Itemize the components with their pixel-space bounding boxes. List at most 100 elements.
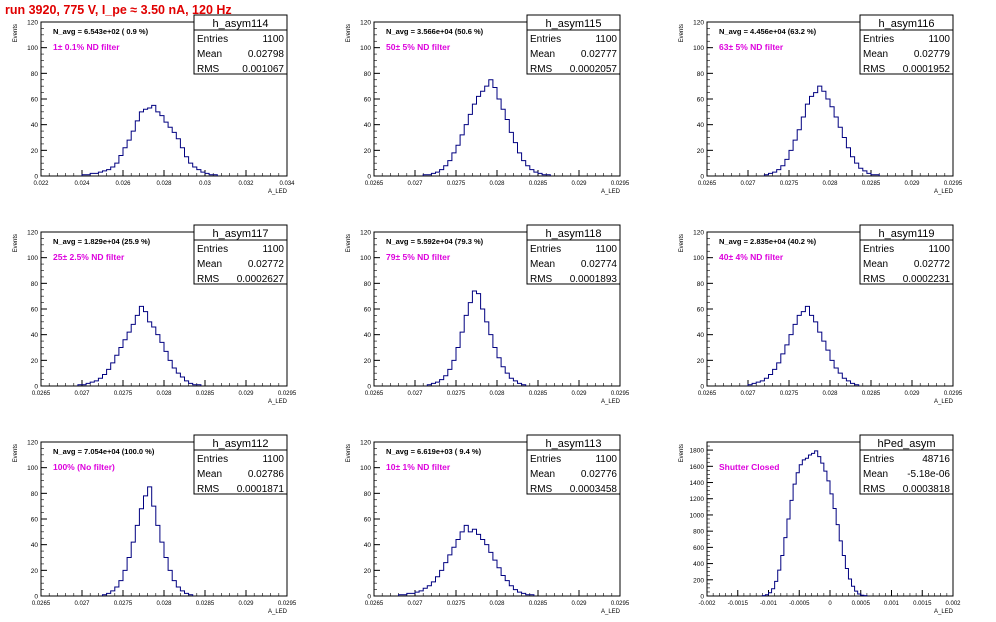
x-tick-label: 0.027 <box>407 181 423 187</box>
histogram-panel: 0 20 40 60 80 100 120 0.022 0.024 0.026 0.028 0.03 0… <box>13 14 295 195</box>
histogram-panel: 0 20 40 60 80 100 120 0.0265 0.027 0.0275 0.028 0.0… <box>346 14 630 195</box>
x-tick-label: 0.027 <box>740 181 756 187</box>
y-tick-label: 1400 <box>690 480 705 487</box>
stats-value: 0.0001952 <box>903 64 951 75</box>
x-tick-label: 0.03 <box>199 181 211 187</box>
y-tick-label: 0 <box>367 384 371 391</box>
x-axis-title: A_LED <box>934 609 954 615</box>
y-tick-label: 600 <box>693 545 704 552</box>
x-tick-label: 0.0285 <box>862 181 881 187</box>
histogram-line <box>763 85 880 176</box>
x-tick-label: 0.026 <box>115 181 131 187</box>
y-tick-label: 0 <box>367 174 371 181</box>
x-tick-label: 0.002 <box>945 601 961 607</box>
histogram-title: h_asym118 <box>545 228 601 240</box>
y-tick-label: 120 <box>693 230 704 237</box>
x-tick-label: 0.029 <box>238 601 254 607</box>
y-axis-title: Events <box>679 444 685 462</box>
x-tick-label: 0.0295 <box>611 391 630 397</box>
x-tick-label: 0.0285 <box>529 391 548 397</box>
stats-label: Entries <box>197 244 228 255</box>
histogram-title: hPed_asym <box>877 438 935 450</box>
y-tick-label: 80 <box>31 281 39 288</box>
stats-value: -5.18e-06 <box>907 469 950 480</box>
y-tick-label: 200 <box>693 577 704 584</box>
y-tick-label: 1000 <box>690 512 705 519</box>
stats-box <box>526 14 621 75</box>
x-tick-label: 0.024 <box>74 181 90 187</box>
x-tick-label: 0.029 <box>571 391 587 397</box>
x-tick-label: 0.022 <box>33 181 49 187</box>
y-tick-label: 100 <box>27 45 38 52</box>
x-tick-label: 0.027 <box>740 391 756 397</box>
histogram-title: h_asym119 <box>878 228 934 240</box>
y-tick-label: 80 <box>31 71 39 78</box>
y-axis-title: Events <box>346 234 352 252</box>
stats-value: 0.02774 <box>581 259 618 270</box>
y-tick-label: 120 <box>27 230 38 237</box>
stats-value: 48716 <box>922 454 950 465</box>
stats-label: Mean <box>530 259 555 270</box>
histogram-title: h_asym116 <box>878 18 934 30</box>
y-tick-label: 1600 <box>690 464 705 471</box>
stats-value: 1100 <box>595 454 617 465</box>
x-tick-label: 0.028 <box>489 391 505 397</box>
histogram-line <box>398 524 535 596</box>
y-tick-label: 60 <box>31 97 39 104</box>
x-tick-label: 0.027 <box>407 391 423 397</box>
stats-label: RMS <box>863 484 886 495</box>
stats-label: Entries <box>197 454 228 465</box>
x-tick-label: 0.0275 <box>780 181 799 187</box>
y-tick-label: 80 <box>697 71 705 78</box>
stats-label: Mean <box>530 49 555 60</box>
x-tick-label: 0.0295 <box>278 391 297 397</box>
x-tick-label: 0.0265 <box>365 601 384 607</box>
stats-label: Entries <box>863 34 894 45</box>
x-tick-label: 0.0285 <box>196 391 215 397</box>
x-tick-label: 0.0265 <box>365 391 384 397</box>
y-tick-label: 120 <box>360 20 371 27</box>
x-axis-title: A_LED <box>268 609 288 615</box>
x-tick-label: 0.027 <box>74 601 90 607</box>
n-avg-label: N_avg = 5.592e+04 (79.3 %) <box>386 237 484 246</box>
y-tick-label: 40 <box>31 122 39 129</box>
histogram-line <box>761 450 868 597</box>
y-tick-label: 0 <box>34 174 38 181</box>
y-tick-label: 60 <box>697 97 705 104</box>
x-tick-label: 0.0265 <box>32 391 51 397</box>
x-tick-label: -0.0005 <box>789 601 810 607</box>
x-tick-label: 0.0275 <box>780 391 799 397</box>
y-tick-label: 100 <box>27 465 38 472</box>
y-tick-label: 120 <box>360 440 371 447</box>
n-avg-label: N_avg = 4.456e+04 (63.2 %) <box>719 27 817 36</box>
stats-value: 0.0002627 <box>237 274 285 285</box>
x-tick-label: 0.027 <box>74 391 90 397</box>
x-tick-label: 0.0005 <box>852 601 871 607</box>
y-tick-label: 120 <box>27 440 38 447</box>
stats-value: 0.0002057 <box>570 64 618 75</box>
filter-note: 50± 5% ND filter <box>386 42 451 52</box>
y-tick-label: 80 <box>697 281 705 288</box>
filter-note: 10± 1% ND filter <box>386 462 451 472</box>
y-tick-label: 800 <box>693 529 704 536</box>
y-tick-label: 0 <box>34 594 38 601</box>
x-tick-label: 0.001 <box>884 601 900 607</box>
stats-value: 0.001067 <box>242 64 284 75</box>
y-tick-label: 120 <box>693 20 704 27</box>
y-tick-label: 0 <box>34 384 38 391</box>
y-tick-label: 40 <box>31 332 39 339</box>
x-tick-label: 0.027 <box>407 601 423 607</box>
x-tick-label: 0.0295 <box>278 601 297 607</box>
stats-box <box>859 434 954 495</box>
y-axis-title: Events <box>13 24 19 42</box>
y-tick-label: 80 <box>31 491 39 498</box>
stats-value: 0.02786 <box>248 469 285 480</box>
y-tick-label: 100 <box>360 255 371 262</box>
x-tick-label: 0.028 <box>822 181 838 187</box>
stats-value: 0.02777 <box>581 49 618 60</box>
y-tick-label: 80 <box>364 491 372 498</box>
stats-label: Mean <box>197 259 222 270</box>
x-tick-label: 0.029 <box>238 391 254 397</box>
x-axis-title: A_LED <box>934 399 954 405</box>
